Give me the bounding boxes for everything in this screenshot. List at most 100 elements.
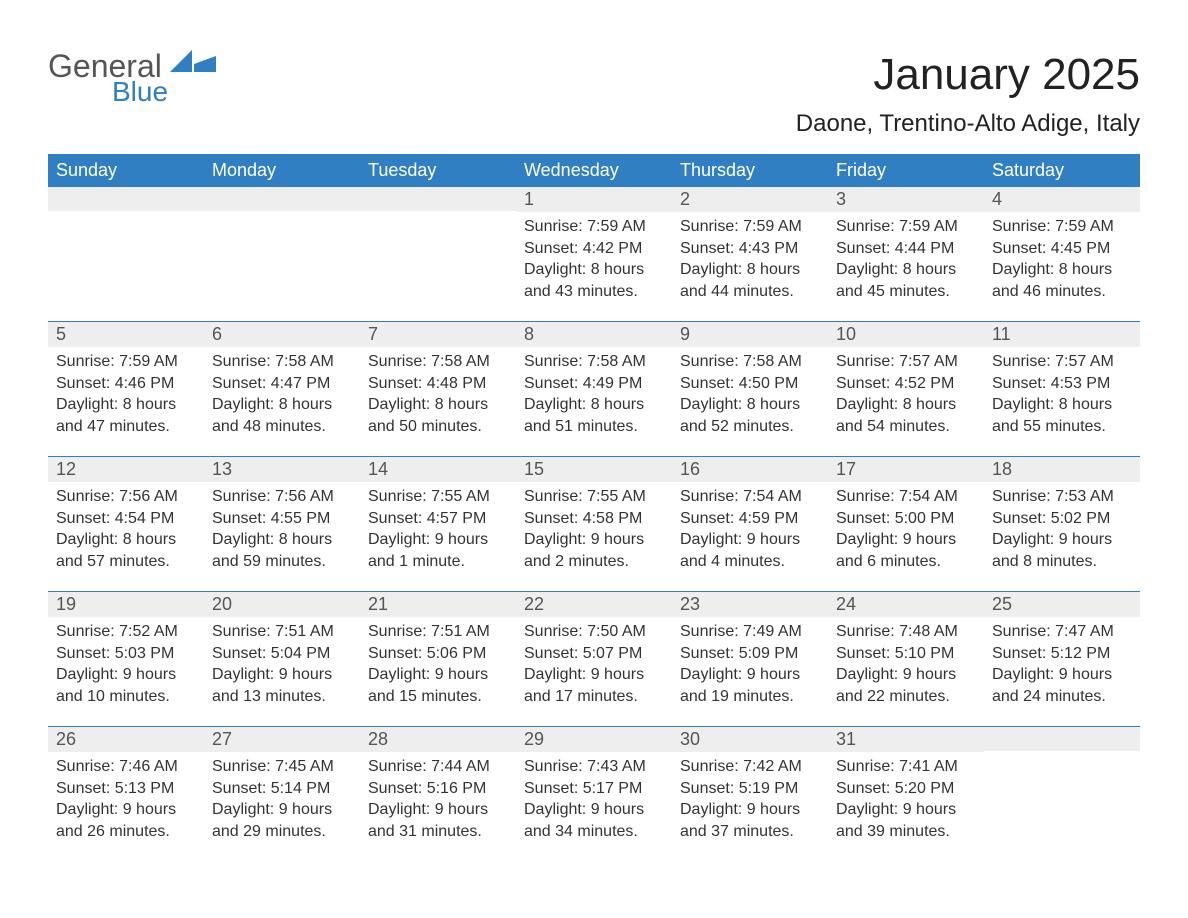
daylight-line-2: and 8 minutes. <box>992 551 1132 573</box>
day-of-week-header: Sunday Monday Tuesday Wednesday Thursday… <box>48 154 1140 187</box>
sunset-line: Sunset: 5:13 PM <box>56 778 196 800</box>
dow-tuesday: Tuesday <box>360 154 516 187</box>
day-number: 26 <box>48 727 204 752</box>
sunset-line: Sunset: 4:47 PM <box>212 373 352 395</box>
calendar-day: 23Sunrise: 7:49 AMSunset: 5:09 PMDayligh… <box>672 592 828 720</box>
day-body: Sunrise: 7:57 AMSunset: 4:53 PMDaylight:… <box>984 347 1140 437</box>
daylight-line-1: Daylight: 8 hours <box>992 259 1132 281</box>
daylight-line-2: and 44 minutes. <box>680 281 820 303</box>
day-body: Sunrise: 7:55 AMSunset: 4:58 PMDaylight:… <box>516 482 672 572</box>
sunset-line: Sunset: 4:46 PM <box>56 373 196 395</box>
sunrise-line: Sunrise: 7:49 AM <box>680 621 820 643</box>
calendar-day: 11Sunrise: 7:57 AMSunset: 4:53 PMDayligh… <box>984 322 1140 450</box>
sunset-line: Sunset: 4:53 PM <box>992 373 1132 395</box>
daylight-line-1: Daylight: 8 hours <box>524 394 664 416</box>
day-number <box>984 727 1140 751</box>
calendar-day: 10Sunrise: 7:57 AMSunset: 4:52 PMDayligh… <box>828 322 984 450</box>
sunrise-line: Sunrise: 7:41 AM <box>836 756 976 778</box>
daylight-line-2: and 10 minutes. <box>56 686 196 708</box>
sunset-line: Sunset: 4:50 PM <box>680 373 820 395</box>
dow-friday: Friday <box>828 154 984 187</box>
day-number: 10 <box>828 322 984 347</box>
daylight-line-1: Daylight: 9 hours <box>368 799 508 821</box>
day-body: Sunrise: 7:54 AMSunset: 5:00 PMDaylight:… <box>828 482 984 572</box>
calendar-day: 20Sunrise: 7:51 AMSunset: 5:04 PMDayligh… <box>204 592 360 720</box>
calendar-day: 6Sunrise: 7:58 AMSunset: 4:47 PMDaylight… <box>204 322 360 450</box>
calendar-day <box>48 187 204 315</box>
day-number: 17 <box>828 457 984 482</box>
day-body: Sunrise: 7:55 AMSunset: 4:57 PMDaylight:… <box>360 482 516 572</box>
daylight-line-2: and 51 minutes. <box>524 416 664 438</box>
sunrise-line: Sunrise: 7:55 AM <box>524 486 664 508</box>
day-number: 27 <box>204 727 360 752</box>
calendar-day: 1Sunrise: 7:59 AMSunset: 4:42 PMDaylight… <box>516 187 672 315</box>
day-body: Sunrise: 7:51 AMSunset: 5:04 PMDaylight:… <box>204 617 360 707</box>
sunset-line: Sunset: 5:07 PM <box>524 643 664 665</box>
daylight-line-2: and 59 minutes. <box>212 551 352 573</box>
weeks-container: 1Sunrise: 7:59 AMSunset: 4:42 PMDaylight… <box>48 187 1140 855</box>
daylight-line-1: Daylight: 9 hours <box>524 664 664 686</box>
sunrise-line: Sunrise: 7:44 AM <box>368 756 508 778</box>
sunset-line: Sunset: 4:44 PM <box>836 238 976 260</box>
calendar-week: 1Sunrise: 7:59 AMSunset: 4:42 PMDaylight… <box>48 187 1140 315</box>
day-body: Sunrise: 7:44 AMSunset: 5:16 PMDaylight:… <box>360 752 516 842</box>
day-number: 30 <box>672 727 828 752</box>
day-body: Sunrise: 7:41 AMSunset: 5:20 PMDaylight:… <box>828 752 984 842</box>
daylight-line-1: Daylight: 9 hours <box>680 664 820 686</box>
daylight-line-2: and 54 minutes. <box>836 416 976 438</box>
calendar-day: 19Sunrise: 7:52 AMSunset: 5:03 PMDayligh… <box>48 592 204 720</box>
daylight-line-2: and 26 minutes. <box>56 821 196 843</box>
sunrise-line: Sunrise: 7:58 AM <box>368 351 508 373</box>
daylight-line-2: and 46 minutes. <box>992 281 1132 303</box>
daylight-line-2: and 48 minutes. <box>212 416 352 438</box>
dow-thursday: Thursday <box>672 154 828 187</box>
daylight-line-1: Daylight: 9 hours <box>56 799 196 821</box>
calendar-day: 27Sunrise: 7:45 AMSunset: 5:14 PMDayligh… <box>204 727 360 855</box>
day-number: 6 <box>204 322 360 347</box>
sunset-line: Sunset: 5:12 PM <box>992 643 1132 665</box>
calendar-day: 4Sunrise: 7:59 AMSunset: 4:45 PMDaylight… <box>984 187 1140 315</box>
sunrise-line: Sunrise: 7:56 AM <box>56 486 196 508</box>
calendar-day: 13Sunrise: 7:56 AMSunset: 4:55 PMDayligh… <box>204 457 360 585</box>
day-body: Sunrise: 7:50 AMSunset: 5:07 PMDaylight:… <box>516 617 672 707</box>
day-body: Sunrise: 7:56 AMSunset: 4:55 PMDaylight:… <box>204 482 360 572</box>
calendar-day <box>360 187 516 315</box>
daylight-line-1: Daylight: 9 hours <box>680 529 820 551</box>
day-number: 29 <box>516 727 672 752</box>
daylight-line-2: and 15 minutes. <box>368 686 508 708</box>
logo: General Blue <box>48 50 216 106</box>
calendar-day: 28Sunrise: 7:44 AMSunset: 5:16 PMDayligh… <box>360 727 516 855</box>
sunrise-line: Sunrise: 7:57 AM <box>992 351 1132 373</box>
calendar-day: 24Sunrise: 7:48 AMSunset: 5:10 PMDayligh… <box>828 592 984 720</box>
day-number: 21 <box>360 592 516 617</box>
daylight-line-2: and 4 minutes. <box>680 551 820 573</box>
calendar-day <box>984 727 1140 855</box>
day-body: Sunrise: 7:47 AMSunset: 5:12 PMDaylight:… <box>984 617 1140 707</box>
sunset-line: Sunset: 4:45 PM <box>992 238 1132 260</box>
sunrise-line: Sunrise: 7:46 AM <box>56 756 196 778</box>
sunrise-line: Sunrise: 7:51 AM <box>368 621 508 643</box>
daylight-line-1: Daylight: 9 hours <box>368 529 508 551</box>
dow-monday: Monday <box>204 154 360 187</box>
day-number: 12 <box>48 457 204 482</box>
sunset-line: Sunset: 5:16 PM <box>368 778 508 800</box>
day-number: 1 <box>516 187 672 212</box>
daylight-line-1: Daylight: 9 hours <box>836 529 976 551</box>
day-number <box>204 187 360 211</box>
daylight-line-2: and 31 minutes. <box>368 821 508 843</box>
dow-wednesday: Wednesday <box>516 154 672 187</box>
day-body: Sunrise: 7:46 AMSunset: 5:13 PMDaylight:… <box>48 752 204 842</box>
sunset-line: Sunset: 5:14 PM <box>212 778 352 800</box>
day-body: Sunrise: 7:54 AMSunset: 4:59 PMDaylight:… <box>672 482 828 572</box>
sunset-line: Sunset: 5:10 PM <box>836 643 976 665</box>
day-number: 3 <box>828 187 984 212</box>
sunset-line: Sunset: 4:49 PM <box>524 373 664 395</box>
sunrise-line: Sunrise: 7:54 AM <box>836 486 976 508</box>
calendar-day: 3Sunrise: 7:59 AMSunset: 4:44 PMDaylight… <box>828 187 984 315</box>
sunset-line: Sunset: 5:06 PM <box>368 643 508 665</box>
daylight-line-1: Daylight: 8 hours <box>368 394 508 416</box>
sunrise-line: Sunrise: 7:52 AM <box>56 621 196 643</box>
daylight-line-2: and 13 minutes. <box>212 686 352 708</box>
calendar-day: 30Sunrise: 7:42 AMSunset: 5:19 PMDayligh… <box>672 727 828 855</box>
calendar-day: 21Sunrise: 7:51 AMSunset: 5:06 PMDayligh… <box>360 592 516 720</box>
